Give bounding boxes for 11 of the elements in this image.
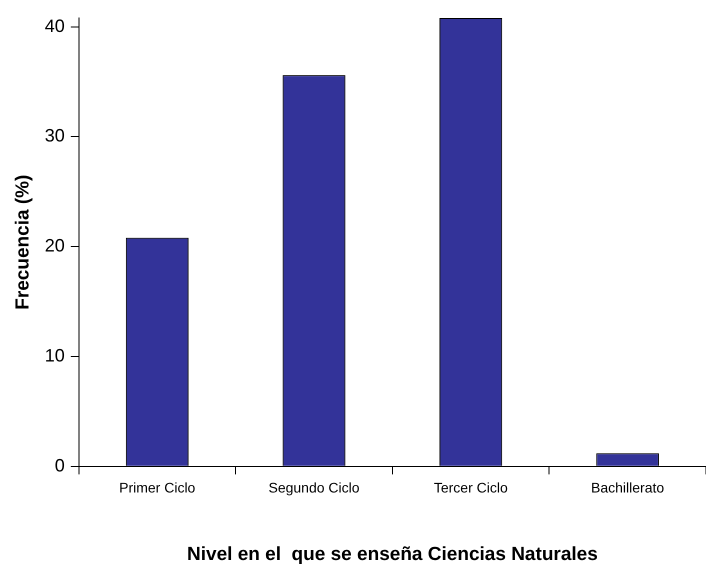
y-tick-label: 40	[44, 16, 65, 36]
x-tick-label: Segundo Ciclo	[268, 480, 360, 496]
y-tick-label: 20	[44, 236, 65, 256]
y-tick-label: 30	[44, 126, 65, 146]
x-tick-label: Primer Ciclo	[119, 480, 196, 496]
x-axis-title: Nivel en el que se enseña Ciencias Naturales	[187, 544, 598, 565]
x-tick-label: Bachillerato	[591, 480, 664, 496]
y-tick-label: 0	[54, 455, 65, 476]
y-tick-label: 10	[44, 345, 65, 366]
y-axis-title: Frecuencia (%)	[12, 174, 34, 310]
x-tick-label: Tercer Ciclo	[434, 480, 508, 496]
